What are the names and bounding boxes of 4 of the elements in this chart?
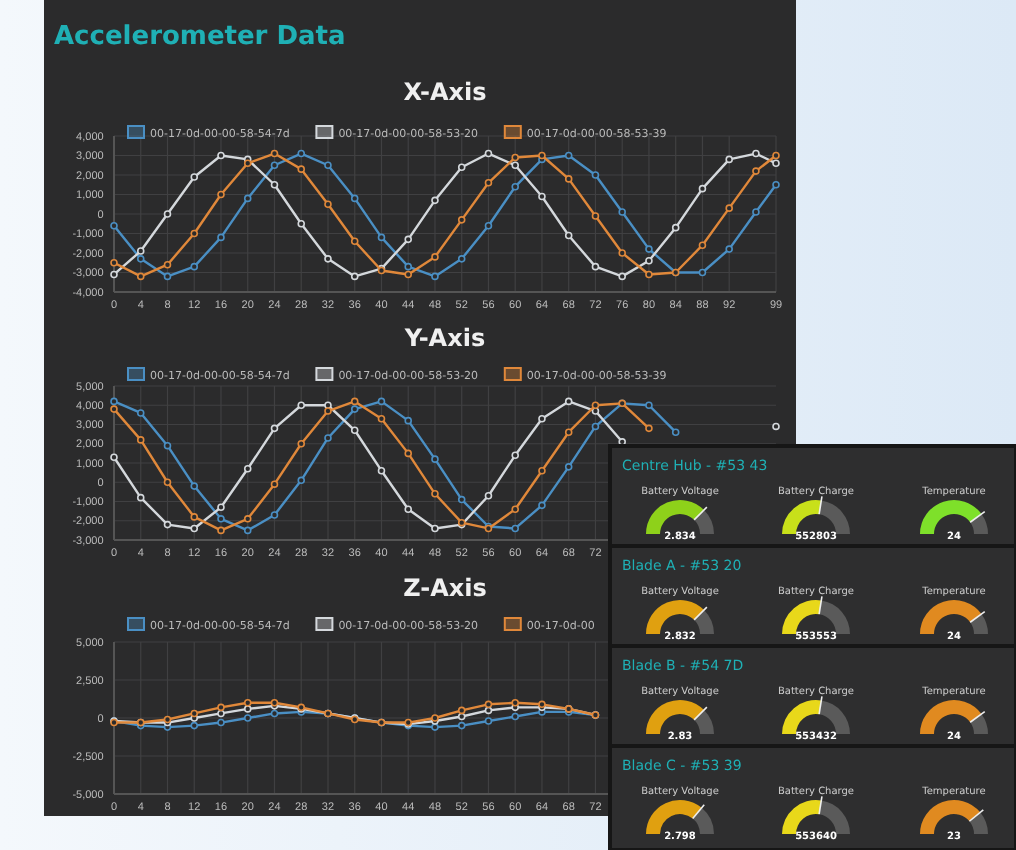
chart-title: X-Axis	[403, 78, 487, 106]
text: Accelerometer Data	[54, 22, 346, 52]
chart-title: Y-Axis	[402, 324, 486, 352]
chart-title: Z-Axis	[403, 574, 487, 602]
